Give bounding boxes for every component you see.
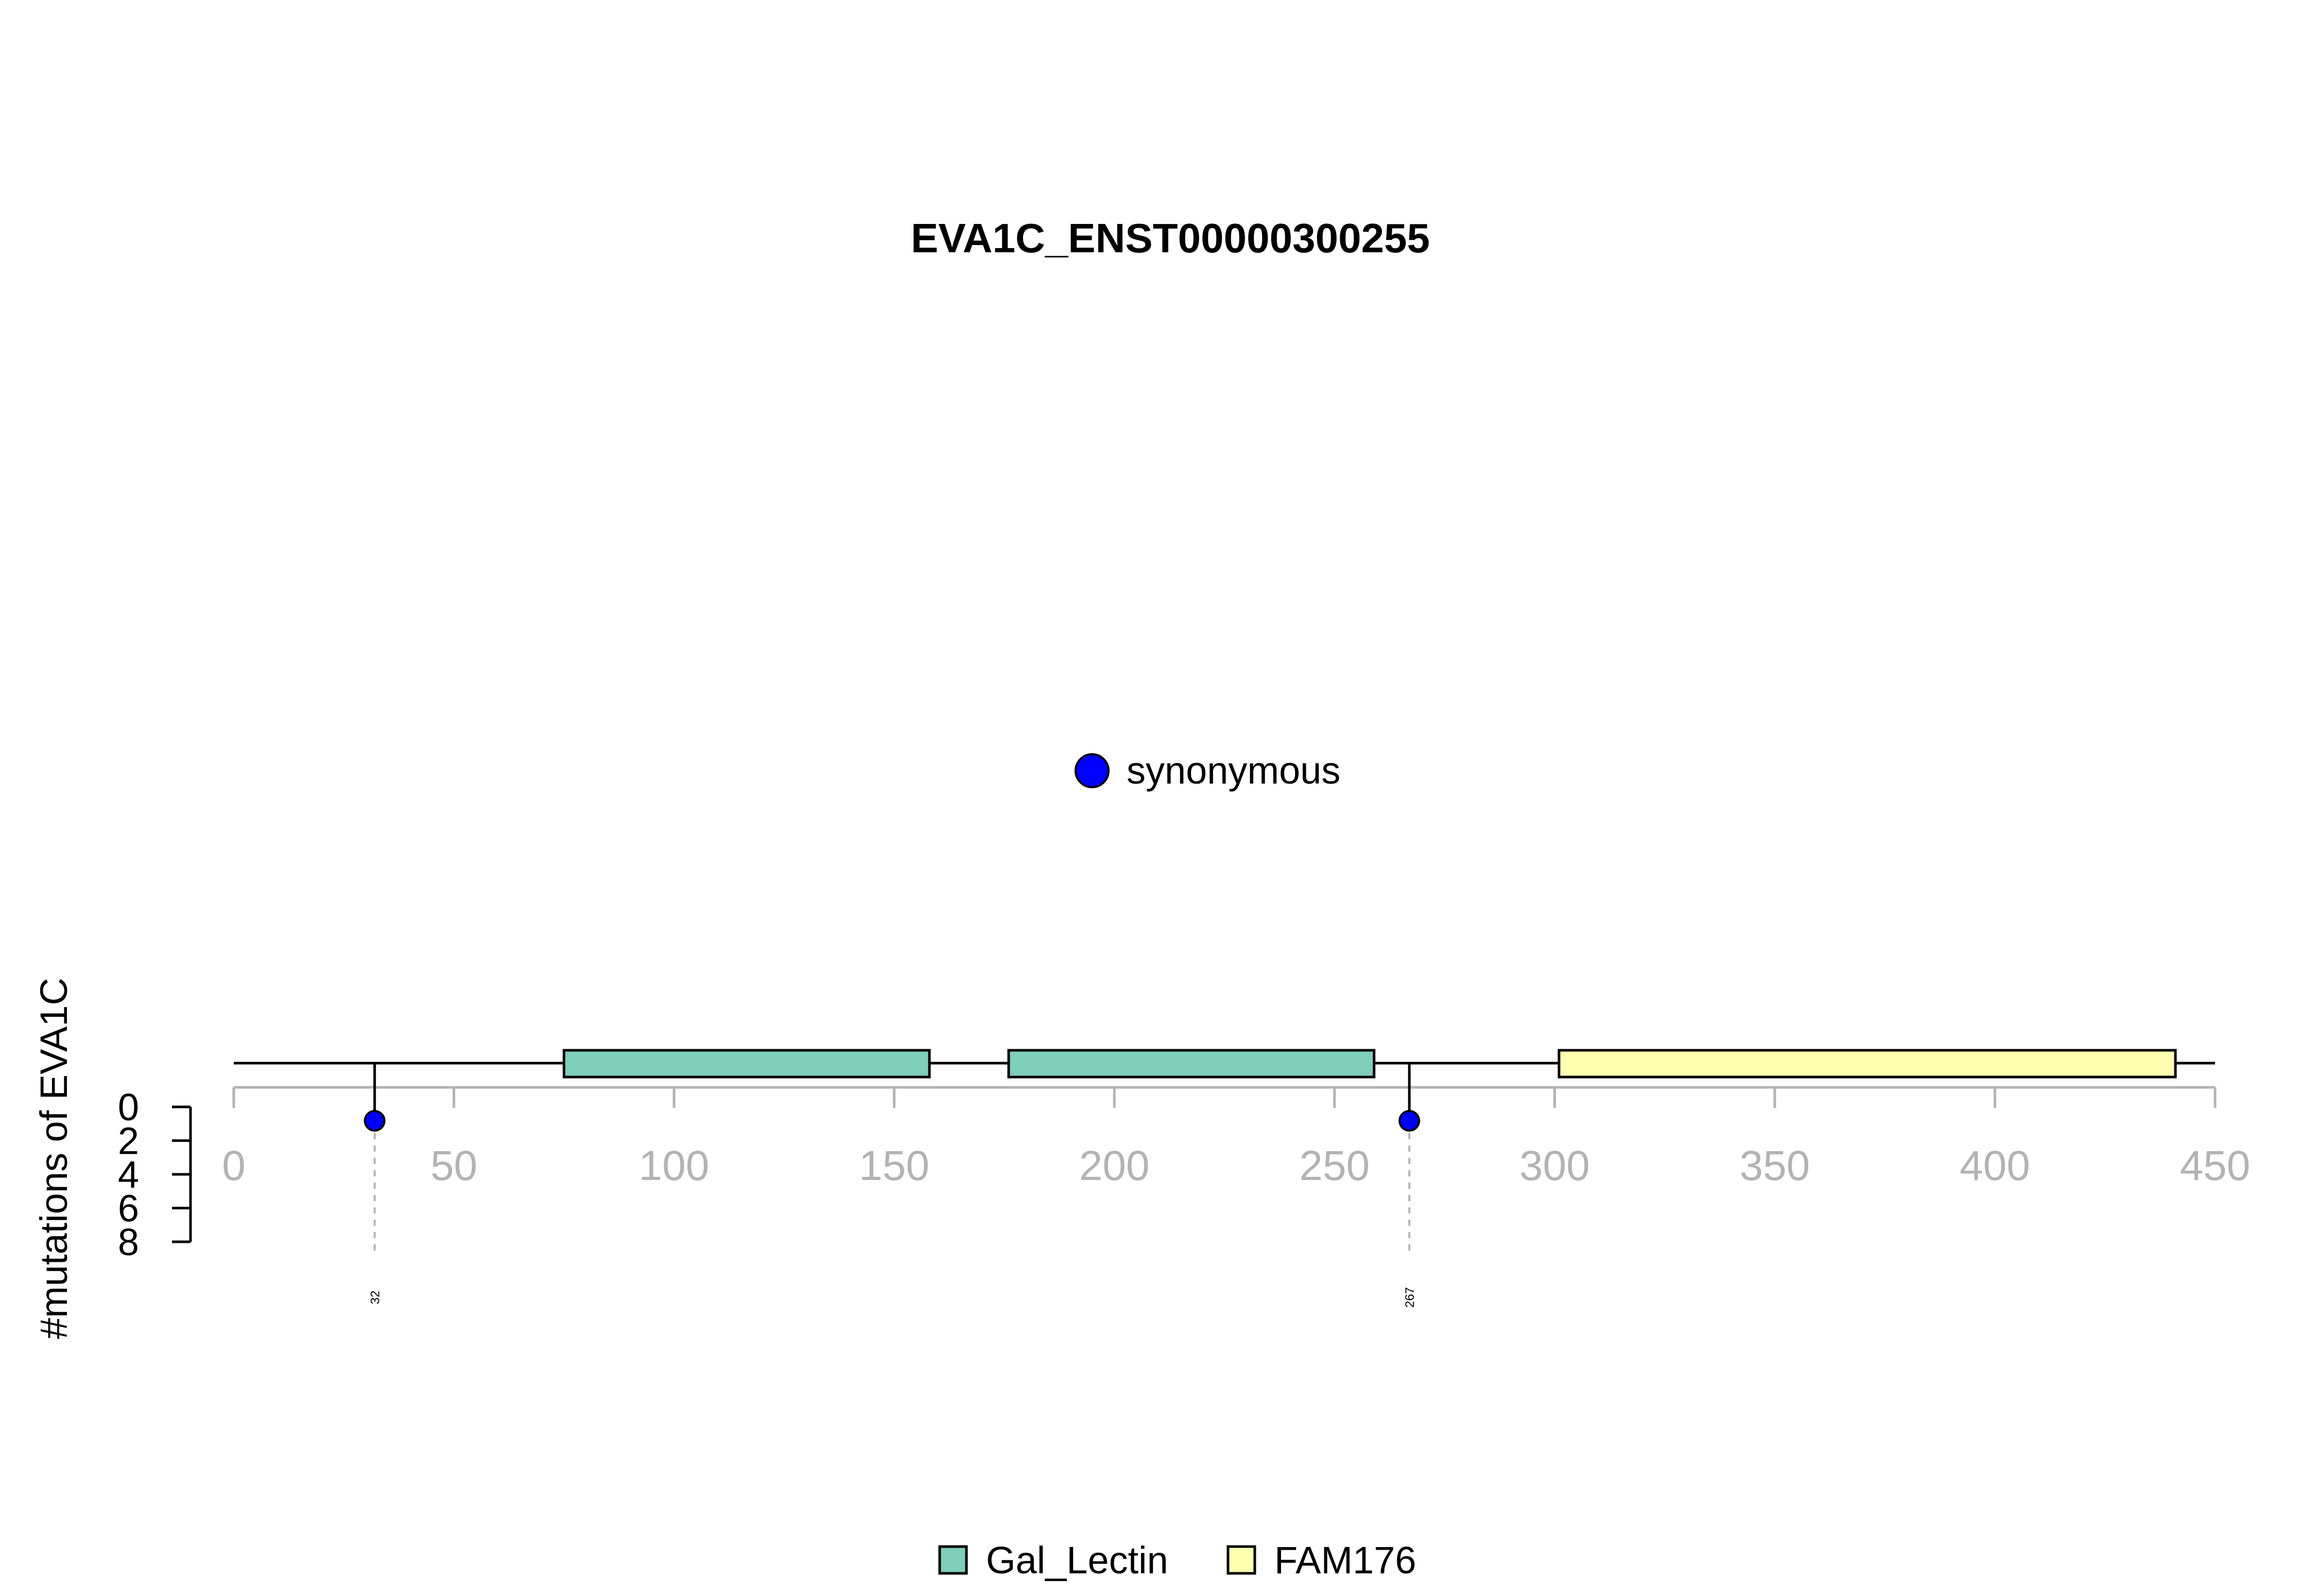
domain-gal-lectin-1 <box>562 1049 931 1079</box>
mutation-label-32: 32 <box>369 1291 383 1305</box>
x-tick-label-400: 400 <box>1960 1142 2030 1189</box>
x-tick-label-50: 50 <box>430 1142 477 1189</box>
x-tick-label-200: 200 <box>1079 1142 1150 1189</box>
mutation-267: 267 <box>1398 1063 1421 1308</box>
x-axis: 0 50 100 150 200 250 300 350 400 450 <box>222 1086 2251 1189</box>
x-tick-label-150: 150 <box>859 1142 929 1189</box>
y-tick-label-2: 2 <box>118 1120 139 1163</box>
x-tick-label-350: 350 <box>1739 1142 1810 1189</box>
x-tick-label-100: 100 <box>639 1142 710 1189</box>
mutation-point-32 <box>364 1110 386 1132</box>
domain-legend: Gal_Lectin FAM176 <box>938 1539 1416 1582</box>
mutation-point-267 <box>1398 1110 1421 1132</box>
y-tick-label-8: 8 <box>118 1221 139 1263</box>
domain-fam176-3 <box>1558 1049 2177 1079</box>
mutation-legend: synonymous <box>1075 749 1340 792</box>
domain-gal-lectin-2 <box>1007 1049 1376 1079</box>
x-tick-label-0: 0 <box>222 1142 246 1189</box>
legend-label-synonymous: synonymous <box>1127 749 1340 792</box>
mutation-group: 32 267 <box>364 1063 1421 1308</box>
y-tick-label-0: 0 <box>118 1086 139 1129</box>
y-tick-label-6: 6 <box>118 1187 139 1230</box>
chart-title: EVA1C_ENST00000300255 <box>911 215 1430 261</box>
protein-track <box>234 1049 2215 1079</box>
legend-swatch-gal-lectin <box>938 1545 968 1575</box>
x-tick-label-450: 450 <box>2180 1142 2251 1189</box>
legend-label-fam176: FAM176 <box>1274 1539 1416 1582</box>
mutation-32: 32 <box>364 1063 386 1305</box>
domain-group <box>562 1049 2177 1079</box>
y-axis-label: #mutations of EVA1C <box>32 978 75 1339</box>
legend-label-gal-lectin: Gal_Lectin <box>986 1539 1168 1582</box>
legend-marker-synonymous <box>1075 753 1110 788</box>
mutation-label-267: 267 <box>1403 1287 1417 1308</box>
x-tick-label-300: 300 <box>1519 1142 1590 1189</box>
y-tick-label-4: 4 <box>118 1153 139 1196</box>
legend-swatch-fam176 <box>1226 1545 1256 1575</box>
x-tick-label-250: 250 <box>1299 1142 1370 1189</box>
